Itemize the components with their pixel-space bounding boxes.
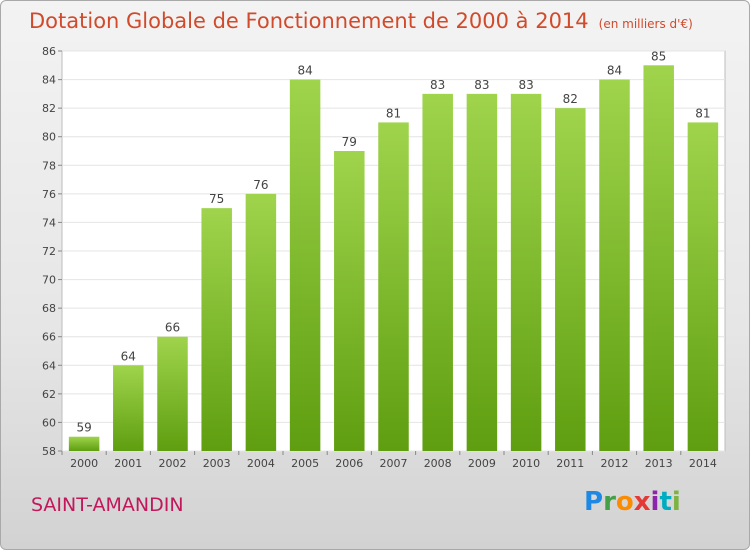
bar [555, 108, 586, 452]
x-tick-label: 2006 [335, 457, 363, 470]
bar [510, 93, 542, 451]
x-tick-label: 2008 [424, 457, 452, 470]
bar [422, 93, 453, 451]
bar [68, 436, 100, 451]
bar [643, 65, 674, 452]
y-tick-label: 82 [42, 102, 56, 115]
chart-title-text: Dotation Globale de Fonctionnement de 20… [29, 9, 589, 33]
logo-letter: r [603, 487, 616, 517]
chart-subtitle: (en milliers d'€) [598, 17, 693, 31]
x-tick-label: 2003 [203, 457, 231, 470]
data-label: 79 [342, 135, 357, 149]
commune-name: SAINT-AMANDIN [31, 494, 184, 516]
y-tick-label: 80 [42, 131, 56, 144]
x-tick-label: 2012 [601, 457, 629, 470]
logo-letter: o [615, 487, 634, 517]
data-label: 81 [695, 106, 710, 120]
data-label: 81 [386, 106, 401, 120]
y-tick-label: 86 [42, 45, 56, 58]
bar [157, 336, 188, 451]
data-label: 82 [563, 92, 578, 106]
y-tick-label: 84 [42, 74, 56, 87]
data-label: 76 [253, 178, 268, 192]
data-label: 75 [209, 192, 224, 206]
data-label: 85 [651, 49, 666, 63]
logo-letter: i [650, 487, 660, 517]
y-tick-label: 68 [42, 302, 56, 315]
logo-letter: i [671, 487, 681, 517]
data-label: 83 [518, 78, 533, 92]
x-tick-label: 2000 [70, 457, 98, 470]
y-tick-label: 60 [42, 416, 56, 429]
y-tick-label: 58 [42, 445, 56, 458]
bar [687, 122, 719, 451]
bar [245, 193, 277, 451]
chart-title: Dotation Globale de Fonctionnement de 20… [29, 9, 693, 33]
logo-letter: x [633, 487, 651, 517]
x-tick-label: 2010 [512, 457, 540, 470]
x-tick-label: 2014 [689, 457, 717, 470]
x-tick-label: 2007 [380, 457, 408, 470]
y-tick-label: 74 [42, 216, 56, 229]
y-tick-label: 70 [42, 274, 56, 287]
logo-letter: P [584, 487, 604, 517]
logo-letter: t [659, 487, 672, 517]
bar [334, 151, 365, 451]
bar [599, 79, 630, 452]
x-tick-label: 2011 [556, 457, 584, 470]
x-tick-label: 2013 [645, 457, 673, 470]
bar [201, 208, 232, 451]
y-tick-label: 62 [42, 388, 56, 401]
x-tick-label: 2009 [468, 457, 496, 470]
x-tick-label: 2002 [159, 457, 187, 470]
data-label: 59 [76, 421, 91, 435]
x-tick-label: 2001 [114, 457, 142, 470]
y-tick-label: 64 [42, 359, 56, 372]
y-tick-label: 78 [42, 159, 56, 172]
data-label: 84 [607, 64, 622, 78]
x-axis: 2000 2001 2002 2003 2004 2005 2006 2007 2008 2009… [61, 451, 717, 470]
bars [68, 65, 719, 452]
proxiti-logo: Proxiti [584, 487, 681, 517]
data-labels: 59 64 66 75 76 84 79 81 83 83 83 82 84 85 81 [76, 49, 710, 434]
x-tick-label: 2004 [247, 457, 275, 470]
bar [113, 365, 144, 451]
data-label: 84 [297, 64, 312, 78]
data-label: 83 [474, 78, 489, 92]
x-tick-label: 2005 [291, 457, 319, 470]
bar [466, 93, 498, 451]
data-label: 64 [121, 349, 136, 363]
y-axis: 58 60 62 64 66 68 70 72 74 76 78 80 82 84 86 [42, 45, 62, 458]
data-label: 66 [165, 321, 180, 335]
bar [289, 79, 321, 452]
bar [378, 122, 409, 451]
y-tick-label: 76 [42, 188, 56, 201]
y-tick-label: 72 [42, 245, 56, 258]
data-label: 83 [430, 78, 445, 92]
y-tick-label: 66 [42, 331, 56, 344]
